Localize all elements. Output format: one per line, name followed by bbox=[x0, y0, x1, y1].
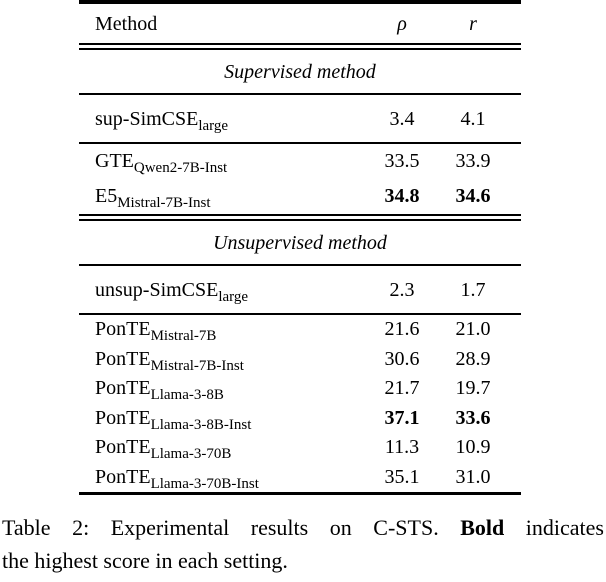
method-name: unsup-SimCSElarge bbox=[79, 279, 248, 305]
caption-line-2: the highest score in each setting. bbox=[2, 548, 288, 573]
r-value: 1.7 bbox=[460, 279, 486, 301]
table-row: unsup-SimCSElarge 2.3 1.7 bbox=[79, 266, 521, 313]
method-name: sup-SimCSElarge bbox=[79, 108, 228, 134]
rule-after-unsupervised-title bbox=[79, 264, 521, 266]
method-main: PonTE bbox=[95, 465, 151, 488]
rho-value: 21.6 bbox=[384, 318, 420, 340]
rule-after-supervised-title bbox=[79, 93, 521, 95]
caption-bold-word: Bold bbox=[460, 515, 505, 540]
method-name: PonTEMistral-7B bbox=[79, 318, 216, 344]
caption-text-prefix: Table 2: Experimental results on C-STS. bbox=[2, 515, 461, 540]
r-value: 33.9 bbox=[455, 150, 491, 172]
method-sub: large bbox=[218, 289, 249, 305]
method-sub: Mistral-7B-Inst bbox=[150, 357, 244, 374]
caption-line-1: Table 2: Experimental results on C-STS. … bbox=[2, 511, 604, 544]
caption-text-suffix: indicates bbox=[504, 515, 604, 540]
method-main: sup-SimCSE bbox=[95, 108, 199, 130]
r-column-header: r bbox=[469, 13, 477, 35]
rho-column-header: ρ bbox=[397, 13, 407, 35]
rule-after-sup-simcse bbox=[79, 142, 521, 144]
method-sub: Mistral-7B bbox=[150, 328, 217, 344]
r-value: 21.0 bbox=[455, 318, 491, 340]
method-name: PonTELlama-3-8B bbox=[79, 377, 224, 403]
header-double-rule bbox=[79, 43, 521, 50]
table-row: PonTELlama-3-70B 11.3 10.9 bbox=[79, 433, 521, 463]
supervised-section-title: Supervised method bbox=[224, 61, 376, 83]
r-value: 4.1 bbox=[460, 108, 486, 130]
table-row: PonTELlama-3-70B-Inst 35.1 31.0 bbox=[79, 463, 521, 493]
bottom-rule bbox=[79, 492, 521, 495]
r-value: 33.6 bbox=[455, 406, 491, 429]
method-name: PonTELlama-3-70B-Inst bbox=[79, 465, 259, 492]
table-row: E5Mistral-7B-Inst 34.8 34.6 bbox=[79, 179, 521, 214]
r-value: 10.9 bbox=[455, 436, 491, 458]
rho-value: 35.1 bbox=[384, 465, 420, 488]
method-main: PonTE bbox=[95, 318, 151, 340]
method-name: GTEQwen2-7B-Inst bbox=[79, 150, 227, 176]
table-caption: Table 2: Experimental results on C-STS. … bbox=[2, 511, 604, 577]
table-row: GTEQwen2-7B-Inst 33.5 33.9 bbox=[79, 144, 521, 179]
method-main: unsup-SimCSE bbox=[95, 279, 219, 301]
r-value: 31.0 bbox=[455, 465, 491, 488]
rho-value: 37.1 bbox=[384, 406, 420, 429]
table-header-row: Method ρ r bbox=[79, 4, 521, 43]
r-value: 34.6 bbox=[455, 185, 491, 207]
method-main: PonTE bbox=[95, 436, 151, 458]
method-sub: Llama-3-8B bbox=[150, 387, 224, 403]
table-row: sup-SimCSElarge 3.4 4.1 bbox=[79, 95, 521, 142]
rho-value: 21.7 bbox=[384, 377, 420, 399]
method-sub: Mistral-7B-Inst bbox=[117, 195, 211, 211]
method-name: PonTELlama-3-70B bbox=[79, 436, 231, 462]
table-row: PonTELlama-3-8B 21.7 19.7 bbox=[79, 374, 521, 404]
method-name: PonTELlama-3-8B-Inst bbox=[79, 406, 251, 433]
rho-value: 30.6 bbox=[384, 347, 420, 370]
method-column-header: Method bbox=[95, 13, 158, 35]
table-row: PonTELlama-3-8B-Inst 37.1 33.6 bbox=[79, 404, 521, 434]
rule-after-unsup-simcse bbox=[79, 313, 521, 315]
unsupervised-section-title: Unsupervised method bbox=[213, 232, 387, 254]
results-table: Method ρ r Supervised method sup-SimCSEl… bbox=[79, 0, 521, 495]
method-name: PonTEMistral-7B-Inst bbox=[79, 347, 244, 374]
section-divider-double-rule bbox=[79, 214, 521, 221]
method-sub: Llama-3-70B-Inst bbox=[150, 475, 259, 492]
r-value: 19.7 bbox=[455, 377, 491, 399]
table-row: PonTEMistral-7B 21.6 21.0 bbox=[79, 315, 521, 345]
r-value: 28.9 bbox=[455, 347, 491, 370]
rho-value: 2.3 bbox=[389, 279, 415, 301]
rho-value: 33.5 bbox=[384, 150, 420, 172]
method-main: E5 bbox=[95, 185, 118, 207]
method-main: PonTE bbox=[95, 377, 151, 399]
method-name: E5Mistral-7B-Inst bbox=[79, 185, 211, 211]
method-sub: large bbox=[198, 118, 229, 134]
method-main: PonTE bbox=[95, 406, 151, 429]
method-sub: Llama-3-70B bbox=[150, 446, 232, 462]
method-sub: Llama-3-8B-Inst bbox=[150, 416, 252, 433]
table-row: PonTEMistral-7B-Inst 30.6 28.9 bbox=[79, 345, 521, 375]
method-main: PonTE bbox=[95, 347, 151, 370]
top-rule bbox=[79, 0, 521, 4]
method-sub: Qwen2-7B-Inst bbox=[133, 160, 228, 176]
rho-value: 3.4 bbox=[389, 108, 415, 130]
rho-value: 11.3 bbox=[384, 436, 420, 458]
rho-value: 34.8 bbox=[384, 185, 420, 207]
method-main: GTE bbox=[95, 150, 134, 172]
